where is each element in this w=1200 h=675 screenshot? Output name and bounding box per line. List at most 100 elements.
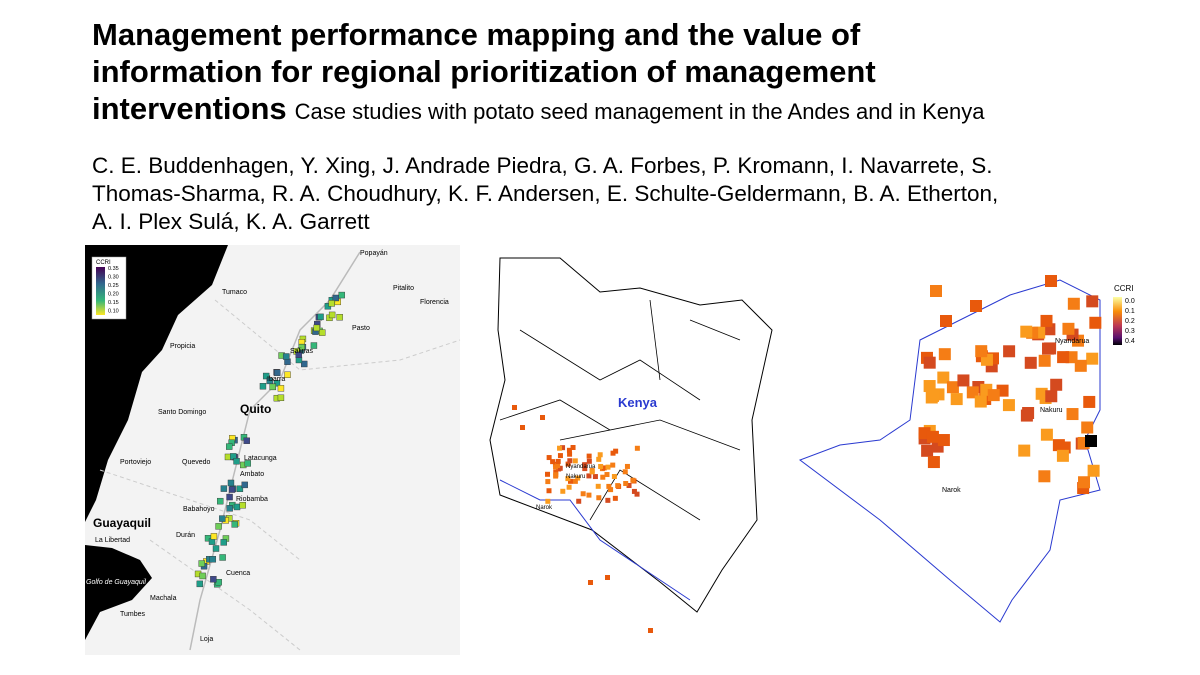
risk-cell	[566, 447, 572, 453]
legend-label: 0.10	[108, 309, 119, 315]
risk-cell	[567, 458, 573, 464]
risk-cell	[545, 498, 551, 504]
risk-cell	[975, 345, 988, 358]
risk-cell	[231, 521, 238, 528]
risk-cell	[1074, 359, 1087, 372]
risk-cell	[1040, 428, 1053, 441]
risk-cell	[212, 545, 220, 552]
legend-title: CCRI	[1114, 284, 1134, 293]
kenya-map: Kenya Nyandarua Nakuru Narok	[489, 257, 773, 633]
risk-cell	[605, 575, 610, 580]
risk-cell	[1050, 378, 1063, 391]
risk-cell	[1057, 351, 1070, 364]
place-label: Florencia	[420, 299, 449, 306]
risk-cell	[596, 495, 602, 501]
risk-cell	[1002, 399, 1015, 412]
risk-cell	[582, 462, 588, 468]
risk-cell	[338, 291, 345, 299]
risk-cell	[310, 342, 318, 349]
place-label: Babahoyo	[183, 506, 215, 513]
risk-cell	[1038, 354, 1051, 367]
risk-cell	[262, 372, 270, 380]
risk-cell	[210, 576, 217, 583]
place-label: Tumbes	[120, 611, 146, 618]
legend-label: 0.30	[108, 275, 119, 281]
risk-cell	[553, 469, 559, 475]
risk-cell	[1087, 464, 1100, 477]
risk-cell	[1020, 325, 1033, 338]
legend-label: 0.20	[108, 292, 119, 298]
risk-cell	[586, 473, 592, 479]
risk-cell	[233, 458, 240, 465]
risk-cell	[557, 445, 563, 451]
risk-cell	[987, 389, 1000, 402]
risk-cell	[545, 471, 551, 477]
risk-cell	[546, 455, 552, 461]
risk-cell	[572, 458, 578, 464]
risk-cell	[631, 488, 637, 494]
legend-gradient	[1113, 297, 1122, 345]
risk-cell	[927, 456, 940, 469]
title-line: information for regional prioritization …	[92, 54, 876, 89]
risk-cell	[512, 405, 517, 410]
place-label: Santo Domingo	[158, 409, 206, 416]
risk-cell	[226, 493, 233, 501]
risk-cell	[1083, 395, 1096, 408]
risk-cell	[220, 485, 228, 492]
risk-cell	[923, 356, 936, 369]
country-label: Kenya	[618, 395, 658, 410]
risk-cell	[226, 505, 233, 512]
risk-cell	[555, 463, 561, 469]
legend-label: 0.1	[1125, 308, 1135, 315]
risk-cell	[605, 464, 611, 470]
place-label: Golfo de Guayaquil	[86, 579, 146, 586]
risk-cell	[586, 492, 592, 498]
kenya-outline	[489, 257, 773, 613]
risk-cell	[227, 479, 235, 487]
risk-cell	[209, 556, 217, 563]
risk-cell	[555, 458, 561, 464]
risk-cell	[277, 385, 285, 392]
place-label: Guayaquil	[93, 516, 151, 530]
risk-cell	[274, 369, 281, 376]
legend-label: 0.2	[1125, 318, 1135, 325]
risk-cell	[567, 478, 573, 484]
risk-cell	[328, 311, 336, 319]
authors: C. E. Buddenhagen, Y. Xing, J. Andrade P…	[92, 152, 998, 236]
place-label: Durán	[176, 532, 195, 539]
risk-cell	[560, 445, 566, 451]
risk-cell	[1056, 449, 1069, 462]
risk-cell	[576, 498, 582, 504]
risk-cell	[950, 393, 963, 406]
place-label: Cuenca	[226, 570, 250, 577]
risk-cell	[298, 343, 306, 351]
risk-cell	[540, 415, 545, 420]
place-label: Nakuru	[566, 474, 585, 480]
risk-cell	[921, 444, 934, 457]
risk-cell	[589, 469, 595, 475]
risk-cell	[215, 579, 222, 586]
place-label: Loja	[200, 636, 213, 643]
risk-cell	[595, 483, 601, 489]
risk-cell	[319, 329, 326, 336]
place-label: Pitalito	[393, 285, 414, 292]
risk-cell	[226, 443, 233, 450]
risk-cell	[1040, 314, 1053, 327]
risk-cell	[236, 485, 244, 493]
risk-cell	[580, 491, 586, 497]
risk-cell	[1067, 297, 1080, 310]
risk-cell	[572, 478, 578, 484]
risk-cell	[1089, 316, 1102, 329]
risk-cell	[592, 474, 598, 480]
legend-label: 0.3	[1125, 328, 1135, 335]
risk-cell	[1045, 390, 1058, 403]
risk-cell	[966, 386, 979, 399]
risk-cell	[1042, 342, 1055, 355]
legend-label: 0.35	[108, 266, 119, 272]
title-line: interventions Case studies with potato se…	[92, 90, 984, 130]
risk-cell	[624, 463, 630, 469]
place-label: Ambato	[240, 471, 264, 478]
place-label: Narok	[942, 487, 961, 494]
place-label: Portoviejo	[120, 459, 151, 466]
